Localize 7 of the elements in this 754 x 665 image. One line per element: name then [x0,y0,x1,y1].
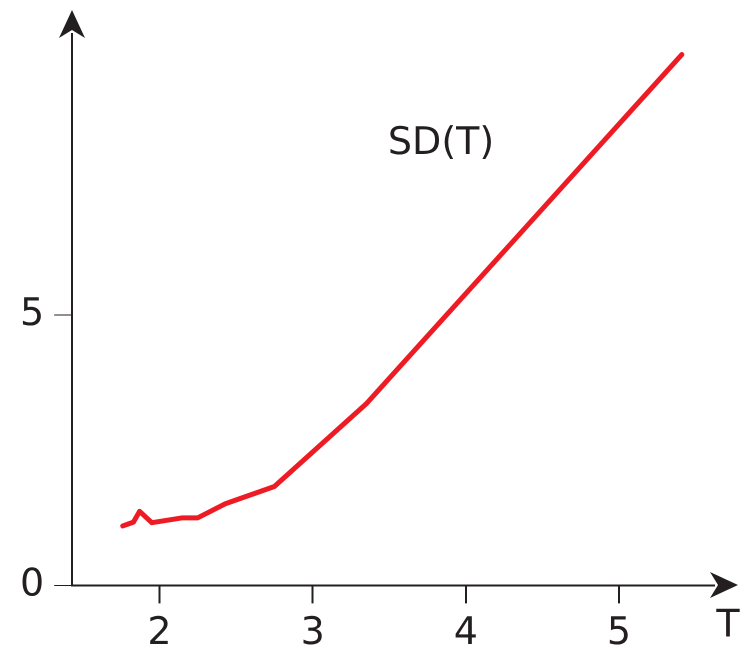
x-tick-label: 3 [300,609,325,654]
x-tick-label: 5 [606,609,632,654]
series-label: SD(T) [388,119,494,164]
x-axis-title: T [715,601,740,646]
x-tick-label: 2 [147,609,172,654]
x-tick-label: 4 [454,609,478,654]
y-tick-label: 0 [20,560,44,604]
